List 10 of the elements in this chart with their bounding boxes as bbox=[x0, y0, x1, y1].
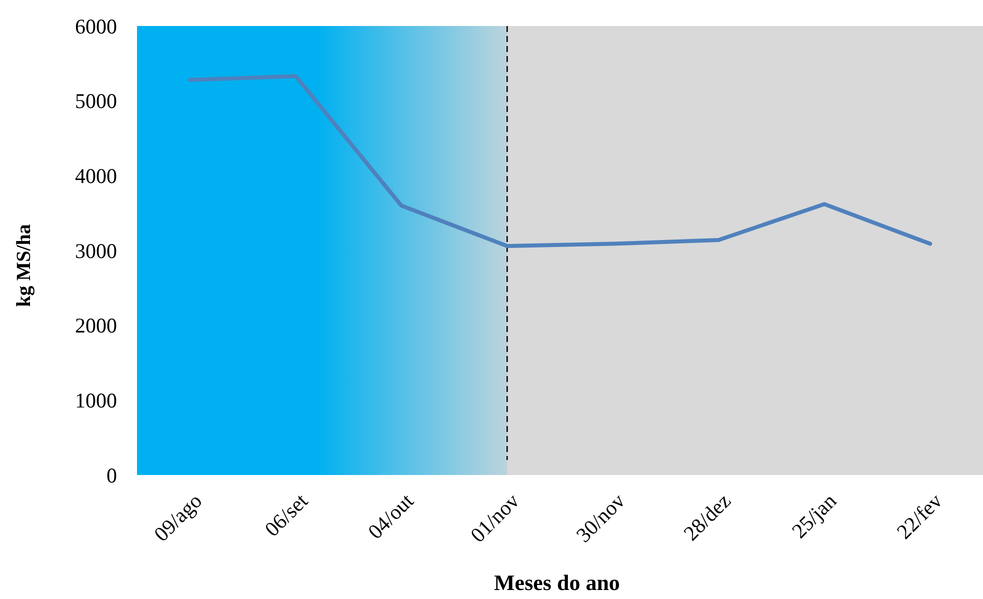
x-axis-title: Meses do ano bbox=[494, 570, 620, 595]
y-tick-label: 2000 bbox=[75, 314, 117, 338]
y-axis-title: kg MS/ha bbox=[13, 224, 35, 307]
y-tick-label: 1000 bbox=[75, 388, 117, 413]
y-tick-label: 3000 bbox=[75, 238, 117, 263]
line-series bbox=[188, 74, 932, 248]
y-tick-label: 0 bbox=[106, 463, 117, 488]
y-tick-label: 6000 bbox=[75, 14, 117, 38]
y-tick-label: 5000 bbox=[75, 89, 117, 114]
y-tick-label: 4000 bbox=[75, 164, 117, 188]
